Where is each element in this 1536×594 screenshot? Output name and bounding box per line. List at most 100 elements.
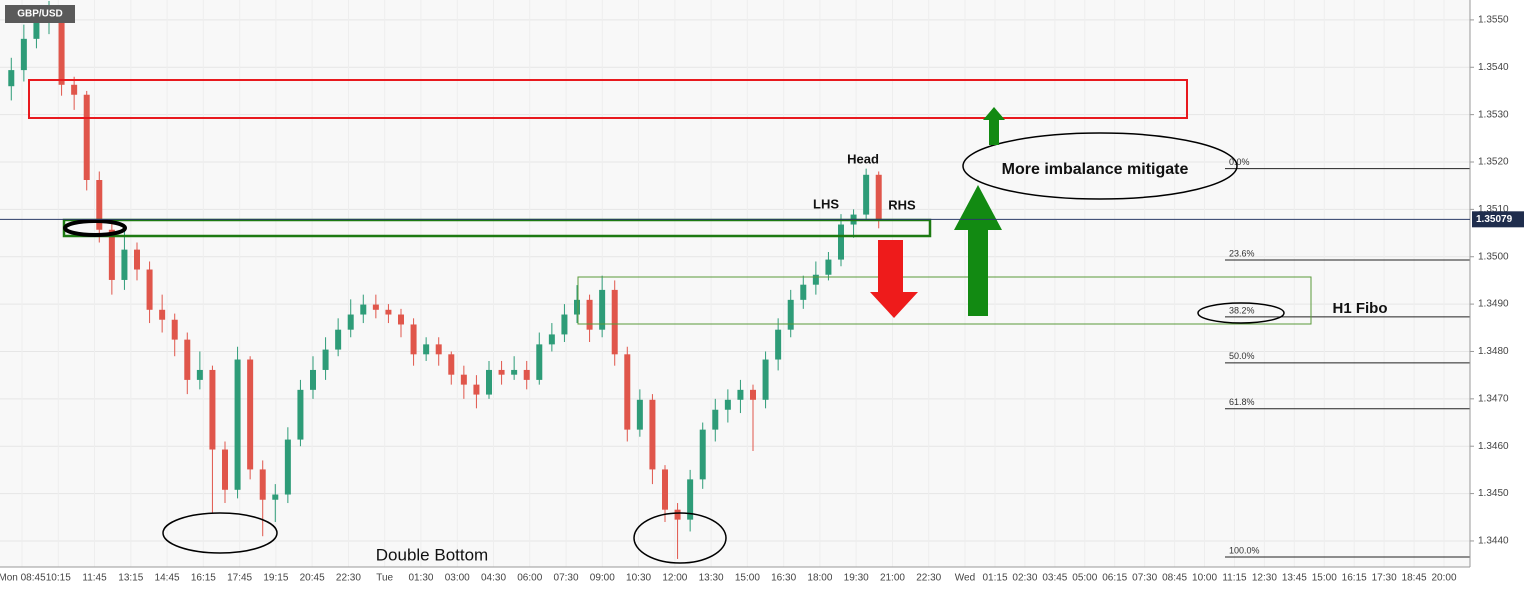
candle-body	[310, 369, 316, 390]
candle-body	[121, 249, 128, 280]
candle-body	[775, 329, 782, 360]
candle-body	[322, 349, 329, 370]
x-tick-label: 07:30	[554, 573, 579, 584]
candle-body	[724, 399, 731, 410]
candle-body	[611, 289, 618, 355]
candle-body	[662, 469, 668, 510]
x-tick-label: 11:15	[1222, 573, 1247, 584]
x-tick-label: 18:00	[807, 573, 832, 584]
candle-body	[649, 399, 656, 470]
candle-body	[838, 224, 844, 260]
x-tick-label: 17:30	[1372, 573, 1397, 584]
ellipse	[162, 512, 278, 554]
ellipse	[633, 512, 727, 564]
x-tick-label: 13:45	[1282, 573, 1307, 584]
candle-body	[699, 429, 706, 480]
x-tick-label: 03:00	[445, 573, 470, 584]
candle-body	[523, 369, 530, 380]
candle-body	[134, 249, 140, 270]
candle-body	[712, 409, 719, 430]
candle-body	[83, 94, 90, 180]
candle-body	[171, 319, 178, 340]
x-tick-label: 22:30	[916, 573, 941, 584]
fib-label: 50.0%	[1229, 351, 1255, 361]
fib-label: 100.0%	[1229, 545, 1260, 555]
x-tick-label: 02:30	[1012, 573, 1037, 584]
x-tick-label: 19:30	[844, 573, 869, 584]
candle-body	[762, 359, 769, 400]
x-tick-label: 21:00	[880, 573, 905, 584]
x-tick-label: 07:30	[1132, 573, 1157, 584]
x-tick-label: 20:45	[300, 573, 325, 584]
candle-body	[586, 299, 593, 330]
x-tick-label: 13:30	[699, 573, 724, 584]
last-price-box	[1472, 211, 1524, 228]
y-tick-label: 1.3500	[1478, 251, 1509, 262]
candle-body	[58, 14, 65, 85]
supply-zone	[28, 79, 1188, 119]
axis-labels: 1.3440 1.3450 1.3460 1.3470 1.3480 1.3490 1.35…	[0, 15, 1509, 584]
candle-body	[108, 229, 115, 280]
ellipse	[1197, 302, 1285, 324]
candle-body	[259, 469, 266, 500]
y-tick-label: 1.3550	[1478, 15, 1509, 26]
candle-body	[448, 354, 455, 375]
fib-label: 23.6%	[1229, 248, 1255, 258]
x-tick-label: Mon 08:45	[0, 573, 46, 584]
up-arrow	[983, 107, 1005, 145]
x-tick-label: 01:15	[982, 573, 1007, 584]
candle-body	[96, 180, 103, 230]
candle-body	[71, 84, 78, 95]
candle-body	[222, 449, 228, 490]
y-tick-label: 1.3490	[1478, 299, 1509, 310]
fib-label: 0.0%	[1229, 157, 1250, 167]
candle-body	[561, 314, 568, 335]
candle-body	[486, 369, 492, 395]
x-tick-label: 08:45	[1162, 573, 1187, 584]
x-tick-label: 16:15	[1342, 573, 1367, 584]
y-tick-label: 1.3530	[1478, 109, 1509, 120]
candle-body	[825, 259, 832, 275]
x-tick-label: 22:30	[336, 573, 361, 584]
candle-body	[548, 334, 555, 345]
x-tick-label: 16:30	[771, 573, 796, 584]
x-tick-label: 01:30	[408, 573, 433, 584]
ellipse	[63, 219, 127, 237]
y-tick-label: 1.3470	[1478, 393, 1509, 404]
candle-body	[787, 299, 794, 330]
x-tick-label: 09:00	[590, 573, 615, 584]
candle-body	[599, 289, 606, 330]
grid	[0, 19, 1470, 542]
x-tick-label: 10:00	[1192, 573, 1217, 584]
candle-body	[284, 439, 291, 495]
annotation: H1 Fibo	[1333, 300, 1388, 317]
x-tick-label: 06:15	[1102, 573, 1127, 584]
y-tick-label: 1.3480	[1478, 346, 1509, 357]
x-tick-label: 05:00	[1072, 573, 1097, 584]
x-tick-label: 13:15	[118, 573, 143, 584]
candle-body	[687, 479, 694, 520]
candle-body	[234, 359, 241, 490]
x-tick-label: 18:45	[1402, 573, 1427, 584]
candle-body	[460, 374, 467, 385]
y-tick-label: 1.3440	[1478, 536, 1509, 547]
candle-body	[146, 269, 153, 310]
x-tick-label: 12:30	[1252, 573, 1277, 584]
candle-body	[297, 389, 304, 440]
fib-label: 38.2%	[1229, 305, 1255, 315]
annotation: More imbalance mitigate	[1002, 161, 1189, 178]
candle-body	[624, 354, 631, 430]
candle-body	[674, 509, 681, 520]
symbol-box	[5, 5, 75, 23]
y-tick-label: 1.3450	[1478, 488, 1509, 499]
x-tick-label: 10:15	[46, 573, 71, 584]
y-tick-label: 1.3540	[1478, 62, 1509, 73]
candle-body	[812, 274, 819, 285]
x-tick-label: 19:15	[263, 573, 288, 584]
candle-body	[347, 314, 354, 330]
annotation: Head	[847, 151, 879, 166]
fibo-zone	[577, 276, 1312, 325]
x-tick-label: 15:00	[1312, 573, 1337, 584]
symbol: GBP/USD	[17, 9, 63, 20]
